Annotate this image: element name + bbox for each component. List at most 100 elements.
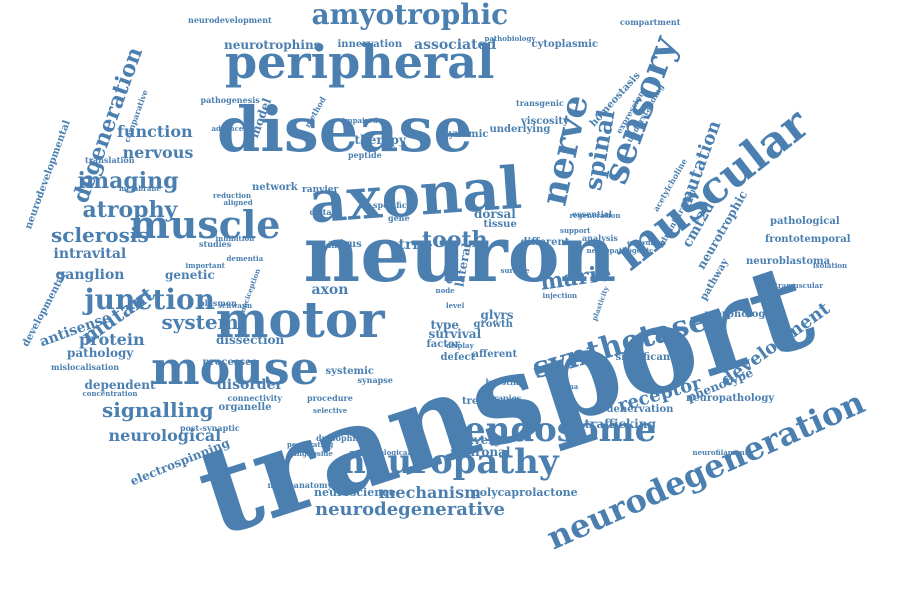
word: different: [520, 237, 570, 248]
word: axon: [311, 282, 349, 298]
word: glioma: [551, 381, 579, 391]
word: methodological: [349, 447, 411, 457]
word: surface: [500, 265, 530, 275]
word: transgenic: [516, 98, 564, 108]
word: pathology: [67, 346, 134, 360]
word: sclerosis: [51, 223, 149, 247]
word: dorsal: [474, 207, 516, 221]
word: boosting: [485, 377, 525, 387]
word: organelle: [218, 402, 272, 413]
word: reduction: [213, 190, 252, 200]
word: dynamic: [441, 129, 489, 140]
word: plasmon: [199, 298, 237, 308]
word: post-synaptic: [180, 423, 240, 433]
word: intramuscular: [767, 280, 823, 290]
word: mechanism: [378, 483, 482, 502]
word: cytoplasmic: [531, 39, 599, 50]
word: essential: [572, 209, 612, 219]
word: selective: [313, 405, 348, 415]
word: neuroblastoma: [746, 256, 831, 267]
word: imaging: [77, 168, 179, 194]
word: endosome: [464, 410, 657, 450]
word: neuron: [303, 209, 617, 300]
word: defect: [440, 352, 476, 363]
word: membrane: [119, 183, 161, 193]
word: synapse: [357, 375, 393, 385]
word: ranvier: [302, 184, 339, 195]
word: node: [435, 285, 455, 295]
word: factor: [426, 339, 460, 350]
word: pathogenesis: [200, 95, 260, 105]
word: mouse: [151, 341, 319, 395]
word: dementia: [226, 253, 264, 263]
word: system: [161, 310, 239, 334]
word: afferent: [472, 349, 518, 360]
word: connectivity: [227, 393, 283, 403]
word: glyrs: [480, 308, 514, 322]
word: neuroanatomy: [267, 480, 333, 490]
word: level: [446, 300, 465, 310]
word: procedure: [307, 393, 353, 403]
word: function: [117, 122, 193, 141]
word: disease: [217, 93, 473, 166]
word: drosophila: [316, 433, 364, 443]
word: regeneration: [569, 210, 621, 220]
word: ganglioside: [287, 448, 333, 458]
word: motor: [215, 290, 385, 349]
word: type: [430, 318, 460, 332]
word: distal: [309, 207, 335, 217]
word: support: [560, 225, 591, 235]
word: specific: [373, 200, 407, 210]
word: trna: [398, 237, 432, 253]
word: network: [252, 182, 298, 193]
word: bdnf: [320, 240, 341, 250]
word: amyotrophic: [311, 0, 509, 31]
word: impaired: [342, 115, 378, 125]
word: mislocalisation: [51, 362, 120, 372]
word: pathobiology: [484, 33, 536, 43]
word: underlying: [489, 124, 551, 135]
word: significant: [615, 352, 675, 363]
word: morphological: [704, 309, 786, 320]
word: inhibition: [215, 233, 255, 243]
word: isolation: [813, 260, 848, 270]
word: survival: [428, 327, 482, 341]
word: therapy: [354, 133, 406, 147]
word: neurodegenerative: [315, 499, 505, 520]
word: signalling: [102, 398, 214, 422]
word: polycaprolactone: [472, 485, 578, 499]
word: penetrating: [287, 439, 334, 449]
word: associated: [414, 37, 497, 53]
word: nervous: [122, 143, 194, 162]
word: neurodevelopment: [188, 15, 272, 25]
word: analysis: [582, 233, 618, 243]
word: delivery: [448, 433, 502, 447]
word: pathological: [770, 216, 840, 227]
word: processes: [202, 357, 258, 368]
word: frontotemporal: [765, 234, 851, 245]
word: growth: [473, 319, 513, 330]
word: neurodevelopmental: [22, 118, 73, 231]
word: viscosity: [521, 116, 569, 127]
word: display: [446, 340, 474, 350]
word: neurological: [108, 426, 222, 445]
word: innervation: [337, 39, 403, 50]
word: intravital: [53, 246, 127, 262]
word: aligned: [223, 197, 253, 207]
word: tooth: [422, 227, 488, 253]
word: gene: [388, 213, 410, 223]
word: neuronal: [450, 445, 511, 459]
word: treatment: [462, 396, 519, 407]
word: advanced: [211, 123, 249, 133]
word: tissue: [483, 219, 517, 230]
word: neuropathogenic: [586, 245, 654, 255]
word: translation: [85, 155, 135, 165]
word: neurotrophins: [224, 38, 321, 52]
word: studies: [199, 239, 232, 249]
word: neuroscience: [314, 485, 396, 499]
word: muscle: [129, 202, 281, 247]
word: neuropathology: [686, 393, 775, 404]
word: dissection: [216, 333, 285, 347]
word: compartment: [620, 17, 681, 27]
